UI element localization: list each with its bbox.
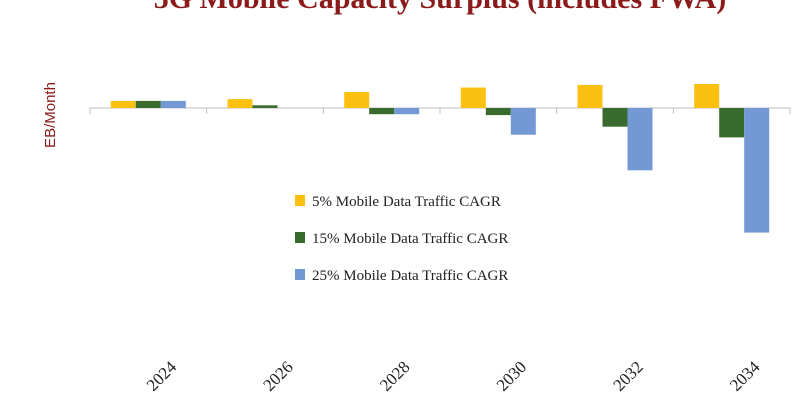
- legend-swatch: [295, 269, 305, 280]
- legend: 5% Mobile Data Traffic CAGR 15% Mobile Da…: [295, 194, 508, 284]
- bar: [110, 100, 136, 108]
- bar: [344, 92, 370, 108]
- legend-label: 15% Mobile Data Traffic CAGR: [312, 231, 508, 247]
- legend-swatch: [295, 195, 305, 206]
- legend-swatch: [295, 232, 305, 243]
- bar: [460, 87, 486, 108]
- legend-label: 25% Mobile Data Traffic CAGR: [312, 268, 508, 284]
- bar: [719, 108, 745, 138]
- x-tick-label: 2032: [609, 357, 646, 394]
- bar: [394, 108, 420, 115]
- ticks-layer: 2024 2026 2028 2030 2032 2034: [143, 357, 764, 395]
- bar: [252, 105, 278, 108]
- bar: [227, 99, 253, 108]
- bar: [744, 108, 770, 233]
- bar: [577, 84, 603, 108]
- x-tick-label: 2024: [143, 357, 181, 395]
- bar: [627, 108, 653, 171]
- x-tick-label: 2030: [493, 357, 530, 394]
- bar: [485, 108, 511, 116]
- x-tick-label: 2026: [259, 357, 296, 394]
- bars-layer: [110, 84, 770, 233]
- bar: [160, 100, 186, 108]
- chart-title: 5G Mobile Capacity Surplus (includes FWA…: [154, 0, 727, 15]
- bar: [135, 100, 161, 108]
- bar: [602, 108, 628, 127]
- y-axis-label: EB/Month: [42, 82, 59, 148]
- bar: [369, 108, 395, 115]
- axis-layer: [89, 107, 791, 114]
- bar: [510, 108, 536, 135]
- x-tick-label: 2028: [376, 357, 413, 394]
- bar: [694, 84, 720, 108]
- x-tick-label: 2034: [726, 357, 764, 395]
- legend-label: 5% Mobile Data Traffic CAGR: [312, 194, 501, 210]
